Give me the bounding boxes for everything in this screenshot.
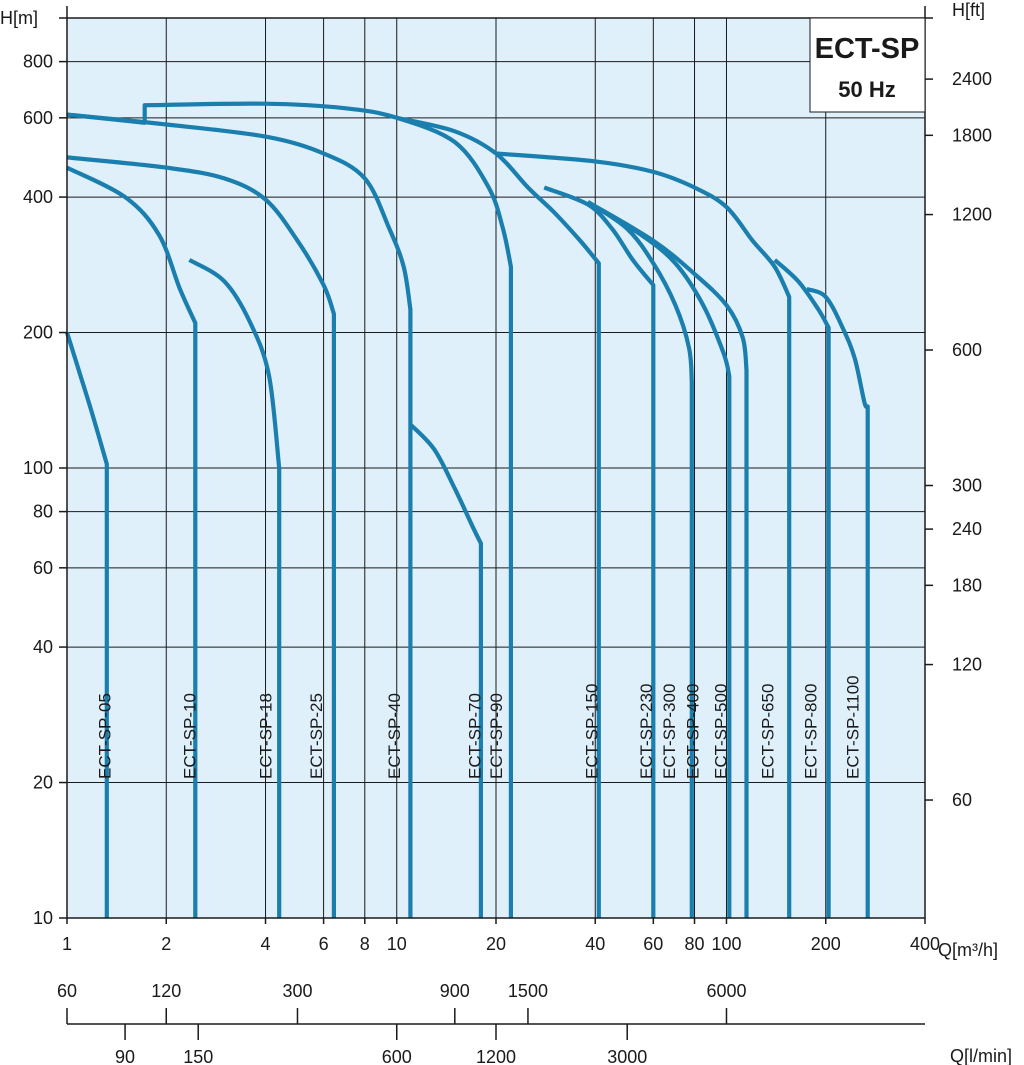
lmin-tick-label-upper: 1500 bbox=[508, 981, 548, 1001]
x-axis-label: Q[m³/h] bbox=[938, 940, 998, 960]
curve-label-ect-sp-70: ECT-SP-70 bbox=[465, 693, 484, 779]
curve-ect-sp-40 bbox=[66, 112, 413, 918]
y-right-tick-label: 240 bbox=[952, 519, 982, 539]
y-right-tick-label: 600 bbox=[952, 340, 982, 360]
curve-ect-sp-150 bbox=[396, 115, 601, 918]
curve-label-ect-sp-150: ECT-SP-150 bbox=[583, 684, 602, 779]
x-tick-label: 60 bbox=[643, 934, 663, 954]
lmin-tick-label-upper: 6000 bbox=[706, 981, 746, 1001]
x-tick-label: 8 bbox=[360, 934, 370, 954]
chart-title: ECT-SP bbox=[815, 33, 920, 65]
x2-axis-label: Q[l/min] bbox=[950, 1046, 1012, 1065]
curve-ect-sp-25 bbox=[66, 155, 336, 918]
x-tick-label: 400 bbox=[910, 934, 940, 954]
curve-ect-sp-10 bbox=[66, 165, 198, 918]
y-left-tick-label: 100 bbox=[23, 458, 53, 478]
lmin-tick-label-upper: 900 bbox=[440, 981, 470, 1001]
curve-label-ect-sp-400: ECT-SP-400 bbox=[684, 684, 703, 779]
y-left-tick-label: 20 bbox=[33, 773, 53, 793]
curve-label-ect-sp-25: ECT-SP-25 bbox=[307, 693, 326, 779]
curve-ect-sp-70 bbox=[408, 422, 483, 918]
x-tick-label: 4 bbox=[261, 934, 271, 954]
curve-ect-sp-05 bbox=[64, 331, 109, 918]
curve-label-ect-sp-18: ECT-SP-18 bbox=[257, 693, 276, 779]
curve-label-ect-sp-650: ECT-SP-650 bbox=[758, 684, 777, 779]
y-right-tick-label: 120 bbox=[952, 655, 982, 675]
y-left-tick-label: 10 bbox=[33, 908, 53, 928]
curve-ect-sp-1100 bbox=[805, 286, 870, 918]
y-left-tick-label: 80 bbox=[33, 502, 53, 522]
curve-ect-sp-18 bbox=[188, 258, 282, 918]
curve-ect-sp-300 bbox=[586, 200, 694, 918]
y-right-tick-label: 60 bbox=[952, 790, 972, 810]
grid bbox=[67, 18, 925, 918]
y-left-tick-label: 60 bbox=[33, 558, 53, 578]
y-left-tick-label: 40 bbox=[33, 637, 53, 657]
y-right-tick-label: 2400 bbox=[952, 69, 992, 89]
lmin-tick-label-lower: 90 bbox=[115, 1047, 135, 1065]
y-left-tick-label: 800 bbox=[23, 52, 53, 72]
y-left-tick-label: 600 bbox=[23, 108, 53, 128]
curve-labels: ECT-SP-05 ECT-SP-10 ECT-SP-18 ECT-SP-25 ECT-… bbox=[96, 675, 863, 779]
plot-frame bbox=[66, 17, 926, 919]
lmin-tick-label-lower: 600 bbox=[382, 1047, 412, 1065]
curve-label-ect-sp-500: ECT-SP-500 bbox=[712, 684, 731, 779]
curve-label-ect-sp-40: ECT-SP-40 bbox=[385, 693, 404, 779]
lmin-tick-label-lower: 150 bbox=[183, 1047, 213, 1065]
lmin-tick-label-lower: 3000 bbox=[607, 1047, 647, 1065]
y-right-tick-label: 1200 bbox=[952, 205, 992, 225]
curve-label-ect-sp-300: ECT-SP-300 bbox=[660, 684, 679, 779]
lmin-tick-label-upper: 120 bbox=[151, 981, 181, 1001]
x-tick-label: 20 bbox=[486, 934, 506, 954]
lmin-tick-label-lower: 1200 bbox=[476, 1047, 516, 1065]
y-right-tick-label: 1800 bbox=[952, 125, 992, 145]
x-tick-label: 200 bbox=[811, 934, 841, 954]
y-axis-left-label: H[m] bbox=[0, 8, 38, 28]
curve-ect-sp-230 bbox=[543, 185, 656, 918]
curve-label-ect-sp-1100: ECT-SP-1100 bbox=[843, 675, 862, 779]
x-tick-label: 6 bbox=[319, 934, 329, 954]
y-left-tick-label: 400 bbox=[23, 187, 53, 207]
x-tick-label: 1 bbox=[62, 934, 72, 954]
x-tick-label: 40 bbox=[585, 934, 605, 954]
curve-label-ect-sp-800: ECT-SP-800 bbox=[802, 684, 821, 779]
x-tick-label: 10 bbox=[387, 934, 407, 954]
y-right-tick-label: 180 bbox=[952, 575, 982, 595]
curve-label-ect-sp-230: ECT-SP-230 bbox=[637, 684, 656, 779]
x-tick-label: 2 bbox=[161, 934, 171, 954]
curve-ect-sp-500 bbox=[586, 200, 749, 918]
y-axis-right-label: H[ft] bbox=[952, 0, 985, 20]
x-tick-label: 80 bbox=[685, 934, 705, 954]
curve-ect-sp-650 bbox=[495, 151, 792, 918]
curve-label-ect-sp-90: ECT-SP-90 bbox=[487, 693, 506, 779]
x-tick-label: 100 bbox=[711, 934, 741, 954]
curve-ect-sp-90 bbox=[66, 101, 513, 918]
lmin-tick-label-upper: 300 bbox=[282, 981, 312, 1001]
pump-curves bbox=[64, 101, 870, 918]
chart-subtitle: 50 Hz bbox=[838, 77, 895, 102]
lmin-tick-label-upper: 60 bbox=[57, 981, 77, 1001]
curve-label-ect-sp-10: ECT-SP-10 bbox=[180, 693, 199, 779]
curve-ect-sp-800 bbox=[773, 258, 831, 918]
axes: 1 2 4 6 8 10 20 40 60 80 100 200 400 10 20 40 60 80 100 200… bbox=[23, 6, 992, 1065]
y-left-tick-label: 200 bbox=[23, 323, 53, 343]
title-box: ECT-SP 50 Hz bbox=[809, 17, 926, 113]
y-right-tick-label: 300 bbox=[952, 475, 982, 495]
curve-label-ect-sp-05: ECT-SP-05 bbox=[96, 693, 115, 779]
